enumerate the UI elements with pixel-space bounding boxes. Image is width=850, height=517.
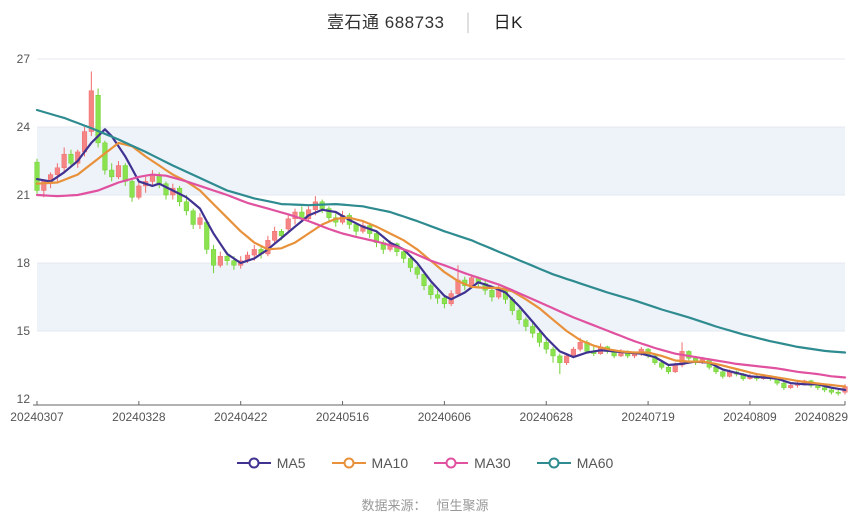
x-axis-label: 20240422	[214, 410, 268, 424]
candle-up	[285, 218, 291, 230]
candle-up	[788, 385, 794, 388]
candle-up	[54, 167, 60, 175]
candle-down	[278, 231, 284, 237]
legend-item-ma5[interactable]: MA5	[236, 455, 306, 471]
ma10-line	[35, 141, 847, 388]
y-axis-label: 15	[17, 324, 31, 338]
candle-down	[68, 153, 74, 164]
candle-up	[272, 231, 278, 241]
legend-marker-icon	[236, 457, 271, 469]
candle-up	[136, 185, 142, 198]
candle-up	[679, 351, 685, 366]
candle-down	[210, 249, 217, 266]
data-source-label: 数据来源：	[361, 498, 427, 513]
x-axis-label: 20240829	[795, 410, 849, 424]
candle-down	[435, 294, 441, 299]
candle-up	[88, 90, 94, 132]
candle-down	[190, 210, 196, 225]
candle-up	[570, 348, 576, 357]
candle-down	[102, 142, 108, 171]
candle-down	[407, 258, 413, 268]
y-axis-label: 21	[17, 188, 31, 202]
data-source-value: 恒生聚源	[436, 498, 489, 513]
legend-label: MA30	[474, 455, 511, 471]
y-axis-label: 24	[17, 120, 31, 134]
legend-marker-icon	[536, 457, 571, 469]
legend-label: MA60	[576, 455, 614, 471]
x-axis-label: 20240809	[723, 410, 777, 424]
candle-down	[95, 95, 101, 144]
legend-item-ma10[interactable]: MA10	[331, 455, 409, 471]
x-axis-label: 20240719	[621, 410, 675, 424]
candle-down	[353, 224, 359, 232]
stock-name-code: 壹石通 688733	[327, 13, 445, 32]
candle-down	[34, 161, 40, 191]
legend-marker-icon	[434, 457, 469, 469]
y-axis-label: 18	[17, 256, 31, 270]
candle-down	[530, 326, 536, 334]
legend-label: MA10	[371, 455, 409, 471]
price-band	[37, 263, 845, 331]
candle-up	[115, 165, 122, 178]
candle-up	[672, 364, 678, 373]
candle-down	[523, 319, 529, 327]
candle-down	[557, 355, 563, 363]
y-axis-label: 27	[17, 52, 31, 66]
y-axis-label: 12	[17, 392, 31, 406]
chart-title: 壹石通 688733 │ 日K	[0, 8, 850, 33]
candle-down	[401, 251, 407, 259]
candle-up	[564, 355, 570, 363]
candle-up	[469, 277, 475, 286]
legend-marker-icon	[331, 457, 366, 469]
period-label: 日K	[493, 13, 523, 32]
candle-down	[659, 362, 665, 368]
x-axis-label: 20240606	[418, 410, 472, 424]
candle-down	[543, 342, 549, 350]
candle-down	[122, 165, 128, 182]
candles-layer	[34, 71, 848, 396]
x-axis-label: 20240307	[10, 410, 64, 424]
candle-up	[197, 217, 203, 225]
x-axis-label: 20240328	[112, 410, 166, 424]
candle-down	[828, 389, 834, 393]
candle-down	[441, 297, 447, 305]
candle-down	[224, 255, 230, 261]
candle-down	[414, 267, 420, 275]
candle-down	[421, 274, 427, 286]
x-axis-label: 20240628	[520, 410, 574, 424]
candle-up	[577, 342, 583, 350]
candle-up	[61, 153, 67, 169]
chart-legend: MA5 MA10 MA30 MA60	[0, 450, 850, 476]
candle-up	[217, 255, 223, 266]
candle-down	[428, 285, 434, 295]
legend-item-ma60[interactable]: MA60	[536, 455, 614, 471]
candle-down	[129, 181, 135, 198]
candle-down	[109, 169, 115, 178]
legend-label: MA5	[276, 455, 306, 471]
candle-down	[550, 348, 556, 357]
legend-item-ma30[interactable]: MA30	[434, 455, 511, 471]
candle-up	[251, 249, 257, 256]
price-band	[37, 127, 845, 195]
candle-down	[489, 289, 495, 298]
candle-down	[781, 382, 787, 388]
candle-down	[536, 333, 543, 343]
candle-down	[835, 391, 841, 394]
candle-down	[183, 201, 189, 212]
candle-down	[516, 310, 522, 320]
x-axis-label: 20240516	[316, 410, 370, 424]
title-separator: │	[463, 13, 475, 32]
candlestick-chart[interactable]: 12 15 18 21 24 27 20240307 20240328 20240422 2024…	[0, 40, 850, 445]
candle-down	[665, 367, 672, 373]
ma30-line	[35, 173, 847, 379]
candle-down	[720, 371, 726, 377]
candle-down	[326, 208, 332, 218]
data-source-footer: 数据来源： 恒生聚源	[0, 495, 850, 514]
ma60-line	[35, 108, 847, 354]
candle-down	[231, 260, 237, 266]
candle-down	[822, 387, 828, 391]
